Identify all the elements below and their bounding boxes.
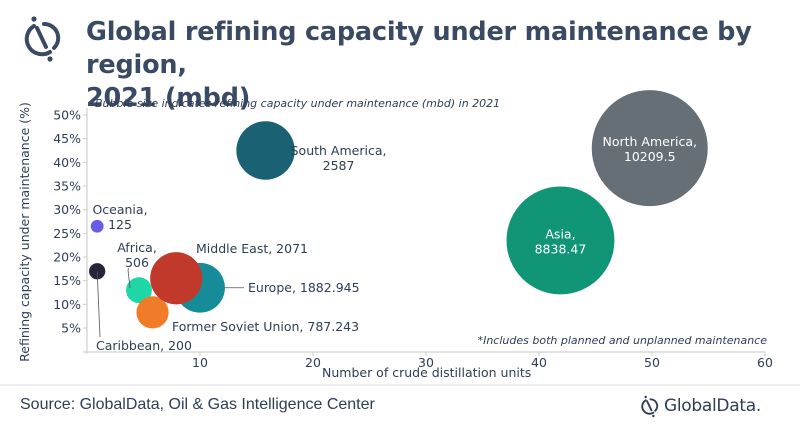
bubble-middle-east[interactable] [150, 252, 203, 305]
source-note: Source: GlobalData, Oil & Gas Intelligen… [20, 396, 375, 413]
bubble-label-line: Europe, 1882.945 [248, 280, 360, 295]
bubble-label-line: 2587 [323, 158, 355, 173]
bubble-label-line: Africa, [117, 240, 157, 255]
bubble-label-line: Middle East, 2071 [196, 241, 308, 256]
y-tick-label: 35% [53, 179, 81, 194]
bubble-label-line: 10209.5 [624, 149, 676, 164]
chart-annotation: *Includes both planned and unplanned mai… [478, 334, 768, 347]
chart-title-line-2: 2021 (mbd) [86, 83, 251, 113]
label-leader-line [127, 267, 130, 271]
bubble-label-middle-east: Middle East, 2071 [196, 241, 308, 256]
bubble-label-line: Asia, [545, 226, 575, 241]
bubble-label-line: North America, [602, 134, 696, 149]
y-tick-label: 45% [53, 131, 81, 146]
bubble-label-line: Former Soviet Union, 787.243 [172, 319, 359, 334]
y-tick-label: 25% [53, 226, 81, 241]
y-tick-label: 20% [53, 250, 81, 265]
bubble-asia[interactable] [506, 186, 615, 295]
bubble-label-line: Oceania, [92, 202, 147, 217]
bubble-label-line: 506 [125, 255, 149, 270]
bubble-label-south-america: South America, 2587 [291, 143, 387, 173]
bubble-label-line: 8838.47 [535, 241, 587, 256]
bubble-label-oceania: Oceania, 125 [92, 202, 147, 232]
y-tick-label: 5% [61, 321, 81, 336]
x-tick-label: 20 [305, 355, 321, 370]
x-tick-label: 10 [192, 355, 208, 370]
bubble-label-caribbean: Caribbean, 200 [96, 338, 192, 353]
x-tick-label: 30 [418, 355, 434, 370]
bubbles [89, 90, 708, 329]
x-axis-title: Number of crude distillation units [322, 365, 531, 380]
axes: 5%10%15%20%25%30%35%40%45%50%10 20 30 40 50 6… [53, 108, 773, 371]
bubble-label-line: South America, [291, 143, 387, 158]
x-tick-label: 60 [757, 355, 773, 370]
brand-logo: GlobalData. [640, 394, 761, 418]
chart-title: Global refining capacity under maintenan… [86, 16, 786, 115]
x-tick-label: 50 [644, 355, 660, 370]
bubble-south-america[interactable] [236, 121, 295, 180]
y-tick-label: 30% [53, 202, 81, 217]
y-tick-label: 40% [53, 155, 81, 170]
label-leader-line [127, 269, 131, 289]
bubble-chart: 5%10%15%20%25%30%35%40%45%50%10 20 30 40 50 6… [17, 90, 773, 380]
x-tick-label: 40 [531, 355, 547, 370]
y-tick-label: 50% [53, 108, 81, 123]
bubble-label-line: 125 [108, 217, 132, 232]
y-tick-label: 10% [53, 297, 81, 312]
bubble-label-africa: Africa, 506 [117, 240, 157, 270]
globaldata-logo-icon [24, 16, 61, 62]
bubble-label-former-soviet-union: Former Soviet Union, 787.243 [172, 319, 359, 334]
y-axis-title: Refining capacity under maintenance (%) [17, 102, 32, 362]
globaldata-small-logo-icon [641, 395, 659, 418]
y-tick-label: 15% [53, 273, 81, 288]
bubble-former-soviet-union[interactable] [136, 296, 169, 329]
bubble-label-north-america: North America, 10209.5 [602, 134, 696, 164]
label-leader-line [96, 271, 101, 338]
bubble-africa[interactable] [126, 277, 152, 304]
bubble-north-america[interactable] [591, 90, 708, 207]
bubble-label-line: Caribbean, 200 [96, 338, 192, 353]
bubble-labels: South America, 2587 North America, 10209.5 A… [92, 134, 697, 353]
footer-divider [0, 384, 800, 386]
brand-name: GlobalData. [664, 396, 761, 416]
bubble-label-europe: Europe, 1882.945 [248, 280, 360, 295]
bubble-oceania[interactable] [90, 219, 104, 233]
chart-title-line-1: Global refining capacity under maintenan… [86, 17, 752, 80]
bubble-label-asia: Asia, 8838.47 [535, 226, 587, 256]
chart-subtitle: Bubble size indicates refining capacity … [95, 97, 500, 110]
